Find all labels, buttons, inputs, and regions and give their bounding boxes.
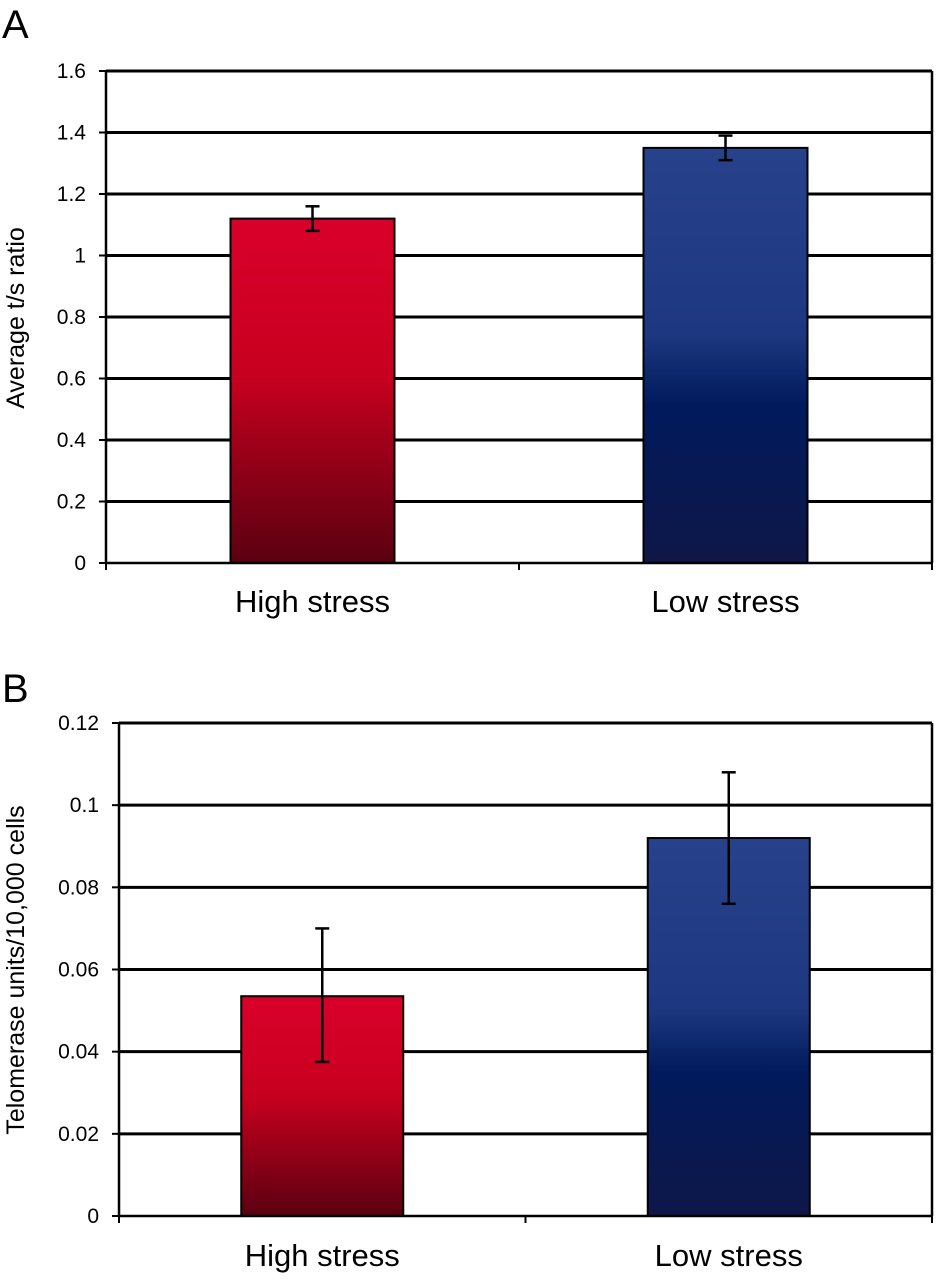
y-axis-label-b: Telomerase units/10,000 cells <box>2 805 30 1134</box>
y-tick-label: 1.6 <box>57 60 86 83</box>
y-tick-label: 0.4 <box>57 429 87 452</box>
y-tick-label: 1 <box>74 245 86 268</box>
x-labels-a: High stress Low stress <box>235 584 800 619</box>
y-axis-label-a: Average t/s ratio <box>2 227 30 409</box>
y-tick-label: 0.12 <box>58 712 99 735</box>
x-category-label: High stress <box>235 584 390 619</box>
y-tick-label: 0.08 <box>58 876 99 899</box>
x-category-label: High stress <box>245 1238 400 1273</box>
y-tick-label: 1.2 <box>57 183 86 206</box>
y-tick-label: 0.8 <box>57 306 86 329</box>
panel-a: A Average t/s ratio 0 0.2 0.4 0.6 0.8 1 1.2 1.4… <box>2 3 934 619</box>
bar <box>642 146 809 564</box>
y-tick-label: 1.4 <box>57 122 87 145</box>
bar <box>229 217 396 564</box>
panel-b: B Telomerase units/10,000 cells 0 0.02 0.0… <box>2 667 934 1273</box>
y-tick-label: 0 <box>74 552 86 575</box>
panel-label-b: B <box>2 667 29 711</box>
y-ticks-b: 0 0.02 0.04 0.06 0.08 0.1 0.12 <box>58 712 119 1228</box>
axes-b <box>117 723 934 1223</box>
x-category-label: Low stress <box>655 1238 803 1273</box>
x-labels-b: High stress Low stress <box>245 1238 803 1273</box>
y-tick-label: 0.1 <box>70 794 99 817</box>
bars-a <box>229 134 809 564</box>
x-category-label: Low stress <box>651 584 799 619</box>
y-tick-label: 0.02 <box>58 1123 99 1146</box>
bars-b <box>240 771 811 1217</box>
y-tick-label: 0.2 <box>57 491 86 514</box>
y-tick-label: 0.06 <box>58 959 99 982</box>
y-tick-label: 0 <box>87 1205 99 1228</box>
y-tick-label: 0.6 <box>57 368 86 391</box>
axes-a <box>104 71 934 570</box>
panel-label-a: A <box>2 3 29 47</box>
y-ticks-a: 0 0.2 0.4 0.6 0.8 1 1.2 1.4 1.6 <box>57 60 106 575</box>
y-tick-label: 0.04 <box>58 1041 99 1064</box>
